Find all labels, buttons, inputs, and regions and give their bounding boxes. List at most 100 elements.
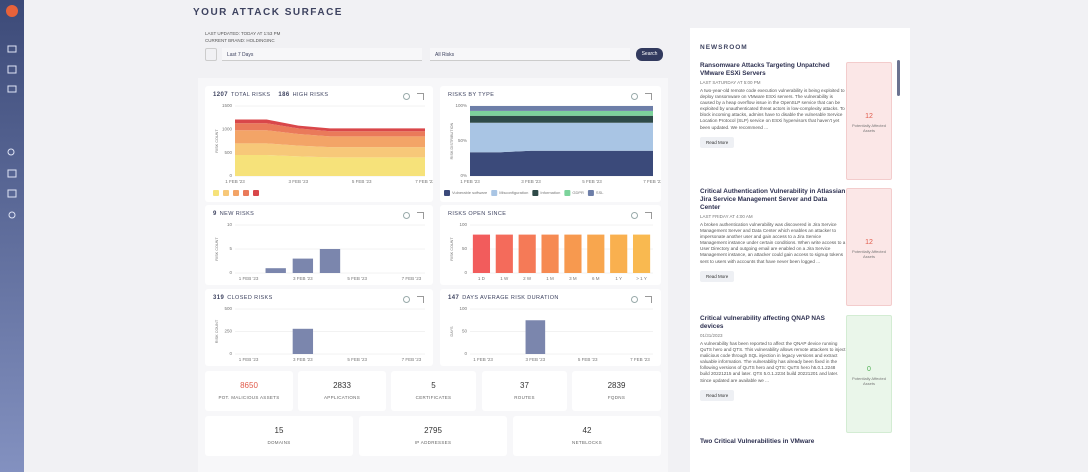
stat-card: 2795 IP ADDRESSES (359, 416, 507, 456)
nav-icon[interactable] (7, 169, 17, 178)
info-icon[interactable] (403, 296, 410, 303)
legend-swatch (233, 190, 239, 196)
area (470, 122, 653, 153)
y-tick-label: 500 (224, 306, 232, 311)
expand-icon[interactable] (645, 212, 652, 219)
bar (564, 234, 582, 273)
x-tick-label: 1 FEB '23 (473, 357, 493, 362)
x-tick-label: 3 FEB '23 (293, 276, 313, 281)
affected-count: 12 (865, 239, 873, 246)
article-body: A broken authentication vulnerability wa… (700, 222, 846, 264)
y-tick-label: 0 (464, 351, 467, 356)
x-tick-label: 3 FEB '23 (289, 179, 309, 184)
info-icon[interactable] (403, 93, 410, 100)
logo (6, 5, 18, 17)
bar (292, 258, 314, 273)
stat-value: 8650 (240, 381, 258, 390)
expand-icon[interactable] (417, 93, 424, 100)
stat-card: 15 DOMAINS (205, 416, 353, 456)
x-tick-label: 1 D (478, 276, 486, 281)
legend-swatch (491, 190, 498, 196)
scrollbar[interactable] (897, 60, 900, 96)
chart-card: 9 NEW RISKS RISK COUNT 0 5 10 1 FEB '23 3 FEB '… (205, 205, 433, 285)
card-header: 9 NEW RISKS (213, 211, 262, 217)
expand-icon[interactable] (417, 212, 424, 219)
article: Critical Authentication Vulnerability in… (700, 188, 846, 283)
bar (319, 249, 341, 273)
x-tick-label: 3 FEB '23 (521, 179, 541, 184)
bar (472, 234, 491, 273)
stat-value: 2795 (424, 426, 442, 435)
headline-count: 147 (448, 295, 460, 301)
article-title: Two Critical Vulnerabilities in VMware (700, 438, 815, 445)
x-tick-label: 1 M (546, 276, 554, 281)
card-header: 1207 TOTAL RISKS 186 HIGH RISKS (213, 92, 336, 98)
nav-icon[interactable] (7, 45, 17, 53)
stat-value: 37 (520, 381, 529, 390)
stat-value: 15 (274, 426, 284, 435)
x-tick-label: 7 FEB '23 (402, 357, 422, 362)
legend-swatch (564, 190, 571, 196)
sidebar-icons (6, 5, 18, 219)
affected-count: 12 (865, 113, 873, 120)
expand-icon[interactable] (645, 296, 652, 303)
nav-icon[interactable] (7, 189, 17, 198)
info-button[interactable] (205, 48, 217, 61)
info-icon[interactable] (631, 296, 638, 303)
area (235, 123, 425, 137)
headline-text: CLOSED RISKS (227, 295, 273, 301)
headline-text: NEW RISKS (219, 211, 255, 217)
nav-icon[interactable] (8, 211, 16, 219)
bar (265, 268, 286, 273)
y-tick-label: 50% (458, 138, 467, 143)
nav-icon[interactable] (7, 148, 15, 156)
stat-card: 42 NETBLOCKS (513, 416, 661, 456)
x-tick-label: 7 FEB '23 (402, 276, 422, 281)
search-button[interactable]: Search (636, 48, 663, 61)
expand-icon[interactable] (417, 296, 424, 303)
brand: CURRENT BRAND: HOLDINGINC (205, 38, 275, 43)
page-title: YOUR ATTACK SURFACE (193, 7, 343, 18)
article-date: LAST FRIDAY AT 4:00 AM (700, 214, 753, 219)
chart-card: 1207 TOTAL RISKS 186 HIGH RISKS RISK COUNT 0 5… (205, 86, 433, 202)
x-tick-label: 5 FEB '23 (347, 357, 367, 362)
stat-value: 5 (431, 381, 436, 390)
y-axis-label: RISK COUNT (215, 319, 219, 343)
info-icon[interactable] (403, 212, 410, 219)
nav-icon[interactable] (7, 85, 17, 93)
read-more[interactable]: Read More (700, 389, 735, 401)
legend-swatch (532, 190, 539, 196)
y-tick-label: 100% (455, 103, 467, 108)
headline-text: DAYS AVERAGE RISK DURATION (462, 295, 559, 301)
headline-count: 1207 (213, 92, 228, 98)
article-title: Ransomware Attacks Targeting Unpatched V… (700, 62, 830, 77)
y-tick-label: 500 (224, 150, 232, 155)
nav-icon[interactable] (7, 65, 17, 74)
expand-icon[interactable] (645, 93, 652, 100)
info-icon[interactable] (631, 212, 638, 219)
x-tick-label: 1 FEB '23 (225, 179, 245, 184)
stat-label: POT. MALICIOUS ASSETS (218, 395, 280, 400)
stat-value: 2833 (333, 381, 351, 390)
read-more[interactable]: Read More (700, 136, 735, 148)
area (470, 106, 653, 111)
last-updated: LAST UPDATED: TODAY AT 1:53 PM (205, 31, 281, 36)
chart-card: 319 CLOSED RISKS RISK COUNT 0 250 500 1 FEB '2… (205, 289, 433, 366)
bar (292, 328, 314, 354)
y-tick-label: 5 (229, 246, 232, 251)
risk-select[interactable]: All Risks (430, 48, 630, 61)
area (470, 150, 653, 176)
legend-swatch (223, 190, 229, 196)
article: Critical vulnerability affecting QNAP NA… (700, 315, 846, 402)
chart-card: RISKS BY TYPE RISK DISTRIBUTION 0% 50% 100% 1… (440, 86, 661, 202)
stat-card: 5 CERTIFICATES (391, 371, 476, 411)
period-select[interactable]: Last 7 Days (222, 48, 422, 61)
legend-swatch (444, 190, 450, 196)
headline-count: 319 (213, 295, 225, 301)
stat-card: 2833 APPLICATIONS (298, 371, 386, 411)
read-more[interactable]: Read More (700, 270, 735, 282)
info-icon[interactable] (631, 93, 638, 100)
y-tick-label: 0 (464, 270, 467, 275)
affected-box: 0 Potentially Affected Assets (846, 315, 892, 433)
article-body: A vulnerability has been reported to aff… (700, 341, 846, 383)
